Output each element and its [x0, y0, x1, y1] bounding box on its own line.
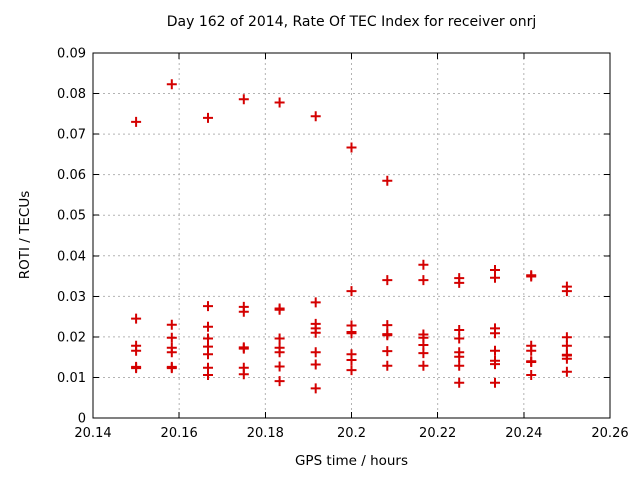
x-tick-label: 20.22 — [419, 426, 456, 441]
data-point — [274, 97, 285, 108]
data-point — [346, 142, 357, 153]
data-point — [238, 306, 249, 317]
data-point — [310, 111, 321, 122]
data-point — [526, 357, 537, 367]
data-point — [382, 275, 393, 286]
data-point — [526, 345, 537, 356]
y-tick-label: 0.07 — [57, 128, 86, 143]
data-point — [238, 94, 249, 105]
data-point — [418, 259, 429, 270]
data-point — [561, 340, 572, 351]
data-point — [346, 286, 357, 297]
data-point — [561, 286, 572, 297]
data-point — [131, 345, 142, 356]
data-point — [203, 349, 213, 360]
y-tick-label: 0.09 — [57, 47, 86, 62]
data-point — [274, 347, 285, 358]
data-point — [166, 363, 177, 374]
data-point — [382, 360, 393, 371]
data-point — [382, 175, 393, 186]
x-axis-label: GPS time / hours — [294, 453, 409, 469]
data-point — [203, 301, 213, 312]
data-point — [382, 330, 393, 341]
scatter-points — [131, 79, 572, 394]
y-tick-label: 0.08 — [57, 87, 86, 102]
data-point — [310, 359, 321, 370]
data-point — [561, 332, 572, 343]
data-point — [490, 345, 500, 356]
data-point — [274, 376, 285, 387]
data-point — [490, 328, 500, 339]
data-point — [238, 369, 249, 380]
y-tick-label: 0.05 — [57, 209, 86, 224]
data-point — [166, 332, 177, 343]
data-point — [310, 383, 321, 394]
data-point — [561, 366, 572, 377]
data-point — [454, 351, 465, 362]
data-point — [454, 333, 465, 344]
data-point — [274, 361, 285, 372]
data-point — [418, 360, 429, 371]
data-point — [238, 343, 249, 354]
gridlines — [93, 53, 610, 418]
y-tick-label: 0.01 — [57, 371, 86, 386]
y-axis-label: ROTI / TECUs — [17, 190, 33, 280]
y-tick-label: 0 — [78, 412, 86, 427]
tick-labels: 20.14 20.16 20.18 20.2 20.22 20.24 20.26 0 0.01 0… — [57, 47, 629, 442]
chart-title: Day 162 of 2014, Rate Of TEC Index for r… — [166, 14, 537, 30]
data-point — [203, 370, 213, 380]
data-point — [274, 333, 285, 344]
data-point — [490, 377, 500, 388]
data-point — [418, 275, 429, 286]
data-point — [454, 277, 465, 288]
x-tick-label: 20.2 — [337, 426, 366, 441]
y-tick-label: 0.03 — [57, 290, 86, 305]
data-point — [310, 347, 321, 358]
data-point — [418, 348, 429, 359]
data-point — [382, 346, 393, 357]
x-tick-label: 20.26 — [591, 426, 628, 441]
data-point — [526, 370, 537, 380]
axis-ticks — [92, 52, 611, 419]
data-point — [346, 328, 357, 339]
data-point — [561, 353, 572, 364]
data-point — [490, 359, 500, 370]
data-point — [131, 116, 142, 127]
data-point — [203, 321, 213, 332]
data-point — [454, 377, 465, 388]
data-point — [310, 297, 321, 308]
data-point — [526, 271, 537, 282]
data-point — [131, 363, 142, 374]
data-point — [203, 112, 213, 123]
data-point — [131, 313, 142, 324]
x-tick-label: 20.18 — [247, 426, 284, 441]
data-point — [454, 325, 465, 335]
data-point — [166, 319, 177, 330]
data-point — [382, 320, 393, 331]
x-tick-label: 20.16 — [161, 426, 198, 441]
y-tick-label: 0.06 — [57, 168, 86, 183]
data-point — [490, 272, 500, 283]
y-tick-label: 0.02 — [57, 330, 86, 345]
data-point — [310, 327, 321, 338]
data-point — [346, 355, 357, 365]
data-point — [166, 347, 177, 358]
y-tick-label: 0.04 — [57, 249, 86, 264]
data-point — [274, 304, 285, 315]
data-point — [454, 360, 465, 371]
data-point — [346, 365, 357, 376]
x-tick-label: 20.14 — [74, 426, 111, 441]
x-tick-label: 20.24 — [505, 426, 542, 441]
data-point — [166, 79, 177, 90]
